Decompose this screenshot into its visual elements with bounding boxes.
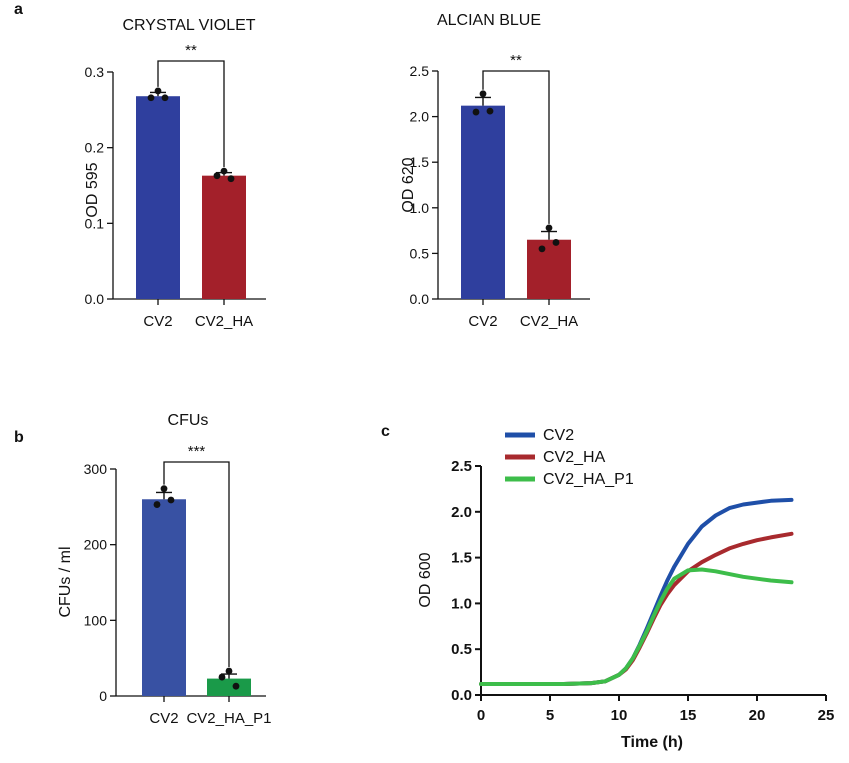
growth-x-tick-label: 20 xyxy=(749,707,766,724)
panel-letter-c: c xyxy=(381,423,390,440)
alcian-blue-y-tick-label: 2.0 xyxy=(410,109,430,125)
growth-x-tick-label: 10 xyxy=(611,707,628,724)
cfus-y-tick-label: 0 xyxy=(99,688,107,704)
alcian-blue-data-point xyxy=(479,90,487,98)
growth-y-tick-label: 0.0 xyxy=(451,687,472,704)
crystal-violet-data-point xyxy=(220,167,228,175)
cfus-bar xyxy=(142,499,186,696)
cfus-data-point xyxy=(160,485,168,493)
growth-x-label: Time (h) xyxy=(621,734,683,751)
legend-label: CV2_HA_P1 xyxy=(543,471,634,488)
crystal-violet-y-tick-label: 0.2 xyxy=(85,140,105,156)
alcian-blue-category-label: CV2 xyxy=(468,313,497,330)
growth-series-line xyxy=(479,531,794,686)
alcian-blue-y-tick-label: 2.5 xyxy=(410,63,430,79)
cfus-y-tick-label: 200 xyxy=(84,537,108,553)
growth-y-tick-label: 0.5 xyxy=(451,641,472,658)
cfus-category-label: CV2 xyxy=(149,710,178,727)
cfus-data-point xyxy=(167,496,175,504)
growth-series-line xyxy=(479,567,794,686)
crystal-violet-data-point xyxy=(147,94,155,102)
crystal-violet-y-tick-label: 0.3 xyxy=(85,64,105,80)
crystal-violet-title: CRYSTAL VIOLET xyxy=(122,17,255,34)
cfus-y-tick-label: 100 xyxy=(84,612,108,628)
crystal-violet-data-point xyxy=(154,87,162,95)
alcian-blue-significance-label: ** xyxy=(510,52,522,69)
legend-label: CV2_HA xyxy=(543,449,606,466)
growth-x-tick-label: 25 xyxy=(818,707,835,724)
cfus-data-point xyxy=(153,501,161,508)
crystal-violet-bar xyxy=(136,96,180,299)
panel-letter-b: b xyxy=(14,429,24,446)
alcian-blue-y-tick-label: 0.0 xyxy=(410,291,430,307)
crystal-violet-y-label: OD 595 xyxy=(84,162,101,217)
growth-y-tick-label: 2.5 xyxy=(451,458,472,475)
crystal-violet-chart: 0.0 0.1 0.2 0.3 CV2 CV2_HA ** xyxy=(85,42,266,330)
growth-curve-chart: 0.0 0.5 1.0 1.5 2.0 2.5 0 5 10 15 20 25 CV2 CV2_HA CV2… xyxy=(451,427,834,724)
alcian-blue-data-point xyxy=(486,107,494,115)
crystal-violet-category-label: CV2_HA xyxy=(195,313,253,330)
cfus-data-point xyxy=(232,682,240,690)
cfus-y-tick-label: 300 xyxy=(84,461,108,477)
alcian-blue-chart: 0.0 0.5 1.0 1.5 2.0 2.5 CV2 CV2_HA ** xyxy=(410,52,590,330)
growth-x-tick-label: 5 xyxy=(546,707,554,724)
crystal-violet-data-point xyxy=(161,94,169,102)
cfus-bar xyxy=(207,678,251,696)
alcian-blue-y-tick-label: 1.5 xyxy=(410,154,430,170)
cfus-data-point xyxy=(218,673,226,681)
crystal-violet-category-label: CV2 xyxy=(143,313,172,330)
alcian-blue-y-tick-label: 1.0 xyxy=(410,200,430,216)
alcian-blue-data-point xyxy=(472,108,480,116)
crystal-violet-significance-bracket xyxy=(157,60,225,168)
cfus-significance-bracket xyxy=(163,461,230,668)
growth-x-tick-label: 15 xyxy=(680,707,697,724)
alcian-blue-data-point xyxy=(538,245,546,253)
alcian-blue-significance-bracket xyxy=(482,70,550,224)
alcian-blue-y-tick-label: 0.5 xyxy=(410,245,430,261)
alcian-blue-y-label: OD 620 xyxy=(400,157,417,212)
cfus-title: CFUs xyxy=(168,412,209,429)
crystal-violet-data-point xyxy=(227,175,235,183)
cfus-significance-label: *** xyxy=(188,443,206,460)
growth-x-tick-label: 0 xyxy=(477,707,485,724)
crystal-violet-y-tick-label: 0.0 xyxy=(85,291,105,307)
panel-letter-a: a xyxy=(14,1,23,18)
crystal-violet-significance-label: ** xyxy=(185,42,197,59)
alcian-blue-bar xyxy=(461,105,505,299)
cfus-data-point xyxy=(225,667,233,675)
growth-y-tick-label: 1.0 xyxy=(451,595,472,612)
cfus-category-label: CV2_HA_P1 xyxy=(186,710,271,727)
alcian-blue-data-point xyxy=(545,224,553,232)
alcian-blue-bar xyxy=(527,239,571,299)
growth-y-tick-label: 1.5 xyxy=(451,550,472,567)
alcian-blue-title: ALCIAN BLUE xyxy=(437,12,541,29)
cfus-chart: 0 100 200 300 CV2 CV2_HA_P1 *** xyxy=(84,443,272,727)
crystal-violet-data-point xyxy=(213,172,221,180)
cfus-y-label: CFUs / ml xyxy=(57,546,74,617)
growth-y-tick-label: 2.0 xyxy=(451,504,472,521)
alcian-blue-category-label: CV2_HA xyxy=(520,313,578,330)
legend-label: CV2 xyxy=(543,427,574,444)
crystal-violet-y-tick-label: 0.1 xyxy=(85,215,105,231)
crystal-violet-bar xyxy=(202,175,246,299)
growth-y-label: OD 600 xyxy=(417,552,434,607)
alcian-blue-data-point xyxy=(552,239,560,246)
